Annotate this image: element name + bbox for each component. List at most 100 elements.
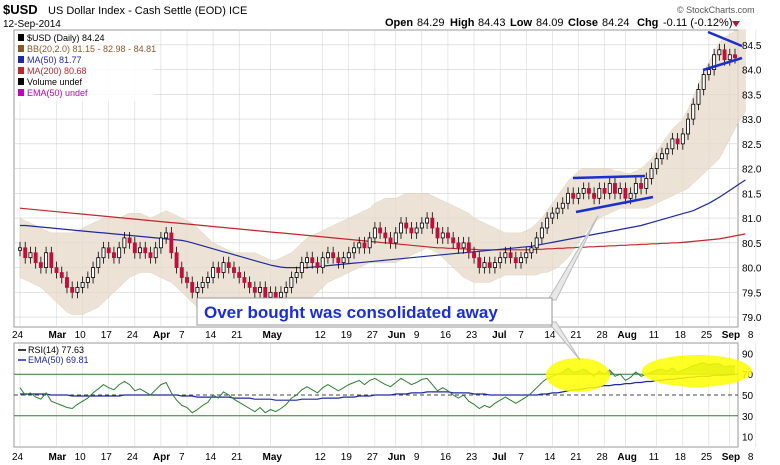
line-icon: [18, 89, 24, 96]
rsi-highlight-aug: [546, 358, 610, 392]
price-x-tick-label: 9: [414, 330, 420, 341]
candle-body: [613, 183, 617, 194]
candle-body: [628, 192, 633, 199]
price-y-tick-label: 83.0: [742, 115, 762, 126]
close-value: 84.24: [602, 17, 630, 29]
low-value: 84.09: [536, 17, 564, 29]
price-y-tick-label: 83.5: [742, 90, 762, 101]
price-legend-bg: [16, 31, 154, 101]
candle-body: [623, 187, 628, 199]
candle-body: [174, 252, 179, 268]
candle-body: [169, 232, 174, 254]
rsi-x-tick-label: 10: [75, 452, 87, 463]
candle-body: [665, 148, 670, 155]
candle-body: [378, 227, 383, 234]
price-y-tick-label: 79.5: [742, 288, 762, 299]
candle-body: [472, 252, 477, 259]
moving-averages: [19, 179, 746, 269]
price-x-tick-label: 11: [649, 330, 660, 341]
candle-body: [237, 272, 242, 278]
candle-body: [91, 267, 96, 278]
candle-body: [639, 183, 644, 189]
candle-body: [670, 138, 675, 150]
candle-body: [346, 252, 351, 259]
candle-body: [352, 247, 356, 254]
candle-body: [508, 252, 513, 259]
rsi-x-tick-label: 23: [466, 452, 478, 463]
candle-body: [404, 222, 409, 229]
price-x-tick-label: 27: [367, 330, 379, 341]
price-y-tick-label: 81.0: [742, 214, 762, 225]
candle-body: [696, 89, 701, 105]
rsi-x-tick-label: 21: [231, 452, 243, 463]
candle-body: [28, 252, 33, 259]
price-x-tick-label: 17: [101, 330, 113, 341]
pennant-upper-line: [707, 30, 743, 48]
candle-body: [289, 277, 294, 288]
candle-body: [252, 286, 257, 293]
candle-body: [65, 277, 69, 288]
candle-body: [680, 133, 685, 145]
rsi-x-tick-label: Apr: [153, 452, 170, 463]
ma200-line: [19, 207, 746, 251]
legend-entry: MA(50) 81.77: [27, 55, 82, 65]
candle-body: [185, 277, 189, 283]
price-x-tick-label: 21: [570, 330, 582, 341]
candle-body: [451, 237, 456, 244]
price-x-tick-label: 24: [127, 330, 139, 341]
candle-body: [325, 252, 330, 259]
candle-body: [117, 247, 122, 259]
candle-body: [18, 247, 22, 251]
candle-body: [33, 252, 38, 264]
candle-body: [96, 257, 101, 269]
candle-body: [362, 242, 367, 249]
candle-body: [498, 257, 503, 264]
rsi-x-tick-label: 21: [570, 452, 582, 463]
rsi-x-tick-label: 16: [440, 452, 452, 463]
rsi-x-tick-label: Mar: [49, 452, 67, 463]
ohlc-readout: Open 84.29 High 84.43 Low 84.09 Close 84…: [385, 17, 740, 29]
candle-body: [299, 262, 304, 273]
candle-body: [305, 257, 309, 264]
rsi-x-tick-label: Sep: [722, 452, 740, 463]
line-icon: [18, 56, 24, 63]
price-x-tick-label: 21: [231, 330, 243, 341]
rsi-x-tick-label: 18: [675, 452, 687, 463]
price-x-tick-label: 7: [179, 330, 185, 341]
candle-body: [529, 247, 534, 254]
candle-body: [686, 118, 690, 135]
price-x-tick-label: 25: [701, 330, 713, 341]
line-icon: [18, 67, 24, 74]
candle-body: [242, 277, 247, 283]
candle-body: [524, 252, 529, 259]
candle-body: [727, 54, 732, 61]
price-y-tick-label: 84.5: [742, 41, 762, 52]
candle-body: [701, 74, 706, 90]
price-y-tick-label: 81.5: [742, 189, 762, 200]
price-x-tick-label: 19: [341, 330, 353, 341]
price-y-tick-label: 80.0: [742, 264, 762, 275]
price-x-tick-label: 24: [12, 330, 24, 341]
price-x-tick-label: Jun: [388, 330, 406, 341]
candle-body: [456, 242, 461, 249]
down-arrow-icon: [732, 21, 740, 27]
rsi-x-tick-label: 27: [367, 452, 379, 463]
rsi-x-tick-label: 7: [518, 452, 524, 463]
price-x-tick-label: Jul: [492, 330, 507, 341]
candle-body: [106, 247, 111, 254]
annotation-callout: Over bought was consolidated away: [196, 215, 599, 361]
callout-text: Over bought was consolidated away: [204, 303, 498, 322]
candle-body: [221, 262, 226, 273]
candle-body: [273, 291, 278, 298]
candle-body: [44, 252, 49, 268]
price-x-tick-label: 23: [466, 330, 478, 341]
candle-body: [659, 153, 664, 160]
candle-body: [179, 267, 184, 278]
price-y-tick-label: 82.0: [742, 165, 762, 176]
candle-body: [649, 168, 654, 179]
rsi-x-tick-label: Jun: [388, 452, 406, 463]
rsi-x-tick-label: 17: [101, 452, 113, 463]
price-x-tick-label: 28: [597, 330, 609, 341]
candle-body: [560, 202, 565, 209]
